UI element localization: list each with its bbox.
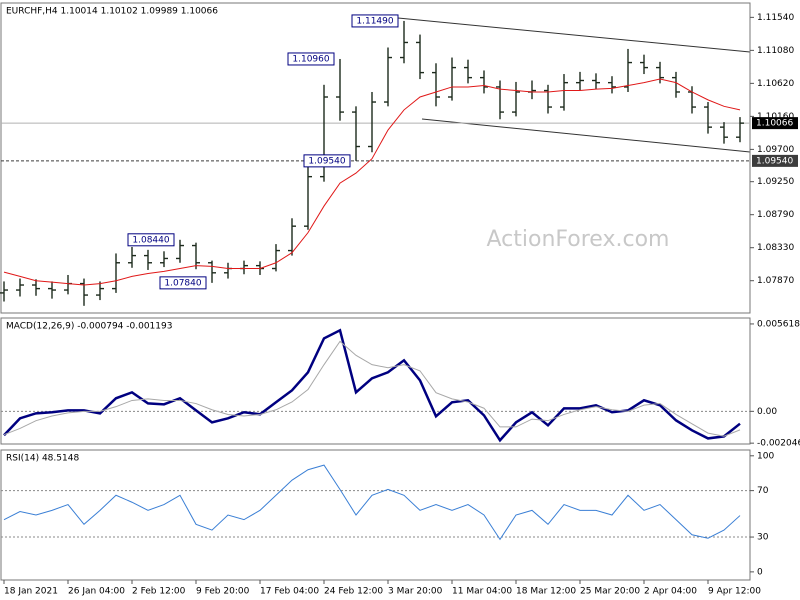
- x-tick-label: 3 Mar 20:00: [388, 587, 443, 597]
- price-level-label: 1.10066: [756, 119, 793, 129]
- series-line: [3, 328, 741, 443]
- panel-frame: [0, 449, 751, 581]
- y-tick-label: 1.11540: [757, 13, 794, 23]
- annotation-label: 1.11490: [356, 16, 393, 26]
- annotation-box: [159, 276, 207, 290]
- panel-frame: [0, 317, 751, 445]
- series-line: [3, 464, 741, 541]
- series-line: [3, 340, 741, 437]
- x-tick-label: 24 Feb 12:00: [324, 587, 383, 597]
- y-tick-label: 1.08790: [757, 210, 794, 220]
- y-tick-label: 1.10160: [757, 112, 794, 122]
- x-tick-label: 25 Mar 20:00: [580, 587, 640, 597]
- annotation-label: 1.07840: [164, 278, 201, 288]
- y-tick-label: 30: [757, 533, 769, 543]
- y-tick-label: 1.09700: [757, 145, 794, 155]
- series-line: [3, 78, 741, 286]
- y-tick-label: 70: [757, 486, 769, 496]
- x-tick-label: 2 Feb 12:00: [132, 587, 186, 597]
- y-tick-label: 0.005618: [757, 319, 800, 329]
- annotation-label: 1.09540: [308, 156, 345, 166]
- y-tick-label: 1.11080: [757, 46, 794, 56]
- x-tick-label: 11 Mar 04:00: [452, 587, 512, 597]
- x-tick-label: 18 Jan 2021: [4, 587, 58, 597]
- price-level-box: [752, 154, 798, 167]
- annotation-label: 1.10960: [292, 54, 329, 64]
- price-level-box: [752, 117, 798, 130]
- trend-line: [397, 17, 751, 53]
- y-tick-label: 1.10620: [757, 79, 794, 89]
- y-tick-label: 1.09250: [757, 177, 794, 187]
- panel-frame: [0, 2, 751, 314]
- annotation-box: [303, 154, 351, 168]
- panel-title: MACD(12,26,9) -0.000794 -0.001193: [6, 322, 172, 332]
- y-tick-label: 0: [757, 567, 763, 577]
- annotation-box: [351, 14, 399, 28]
- x-tick-label: 9 Feb 20:00: [196, 587, 250, 597]
- price-level-label: 1.09540: [756, 156, 793, 166]
- watermark: ActionForex.com: [487, 227, 670, 252]
- annotation-box: [127, 233, 175, 247]
- x-tick-label: 17 Feb 04:00: [260, 587, 319, 597]
- y-tick-label: 1.08330: [757, 243, 794, 253]
- panel-title: EURCHF,H4 1.10014 1.10102 1.09989 1.1006…: [6, 7, 218, 17]
- x-tick-label: 9 Apr 12:00: [708, 587, 761, 597]
- y-tick-label: 100: [757, 451, 774, 461]
- annotation-box: [287, 52, 335, 66]
- trend-line: [421, 118, 751, 153]
- y-tick-label: 0.00: [757, 407, 777, 417]
- x-tick-label: 2 Apr 04:00: [644, 587, 697, 597]
- annotation-label: 1.08440: [132, 235, 169, 245]
- panel-title: RSI(14) 48.5148: [6, 454, 79, 464]
- y-tick-label: 1.07870: [757, 276, 794, 286]
- x-tick-label: 26 Jan 04:00: [68, 587, 125, 597]
- x-tick-label: 18 Mar 12:00: [516, 587, 576, 597]
- y-tick-label: -0.002046: [757, 439, 800, 449]
